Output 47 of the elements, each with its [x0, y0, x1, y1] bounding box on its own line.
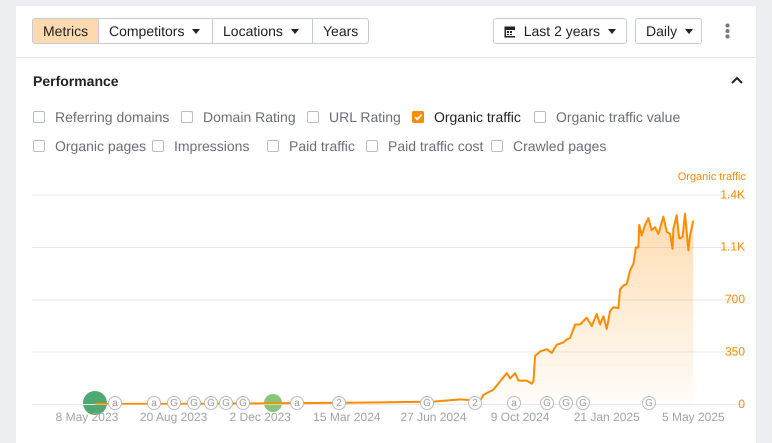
text: Competitors	[109, 23, 184, 39]
text: Paid traffic	[289, 138, 355, 154]
y-tick-label: 0	[738, 396, 746, 411]
annotation: a	[147, 396, 161, 410]
text: Organic traffic	[434, 109, 521, 125]
annotation: a	[108, 396, 122, 410]
text: Organic pages	[55, 138, 146, 154]
chart-title: Performance	[33, 73, 119, 89]
text: Impressions	[174, 138, 250, 154]
text: Years	[323, 23, 358, 39]
text: Daily	[646, 23, 678, 39]
x-tick-label: 15 Mar 2024	[313, 410, 381, 424]
annotation: a	[507, 396, 521, 410]
annotation: G	[236, 396, 250, 410]
annotation: 2	[332, 396, 346, 410]
annotation: G	[642, 396, 656, 410]
text: Locations	[223, 23, 283, 39]
annotation: 2	[468, 396, 482, 410]
y-tick-label: 350	[724, 344, 746, 359]
text: Metrics	[43, 23, 88, 39]
text: Last 2 years	[524, 23, 600, 39]
y-tick-label: 700	[724, 292, 746, 306]
annotation: G	[540, 396, 554, 410]
x-tick-label: 9 Oct 2024	[490, 410, 550, 424]
x-tick-label: 21 Jan 2025	[574, 410, 640, 424]
y-axis-title: Organic traffic	[678, 171, 746, 183]
annotation: G	[204, 396, 218, 410]
x-tick-label: 27 Jun 2024	[400, 410, 467, 424]
text: URL Rating	[329, 109, 401, 125]
x-tick-label: 5 May 2025	[662, 410, 726, 424]
annotation: G	[576, 396, 590, 410]
annotation: a	[290, 396, 304, 410]
x-tick-label: 20 Aug 2023	[140, 410, 208, 424]
x-tick-label: 2 Dec 2023	[230, 410, 292, 424]
annotation: G	[167, 396, 181, 410]
x-tick-label: 8 May 2023	[56, 410, 119, 424]
text: Referring domains	[55, 109, 170, 125]
annotation: G	[420, 396, 434, 410]
annotation: G	[187, 396, 201, 410]
text: Organic traffic value	[556, 109, 680, 125]
annotation: G	[219, 396, 233, 410]
text: Domain Rating	[203, 109, 296, 125]
y-tick-label: 1.1K	[720, 240, 745, 254]
annotation: G	[559, 396, 573, 410]
y-tick-label: 1.4K	[720, 187, 745, 202]
text: Paid traffic cost	[388, 138, 484, 154]
text: Crawled pages	[513, 138, 606, 154]
